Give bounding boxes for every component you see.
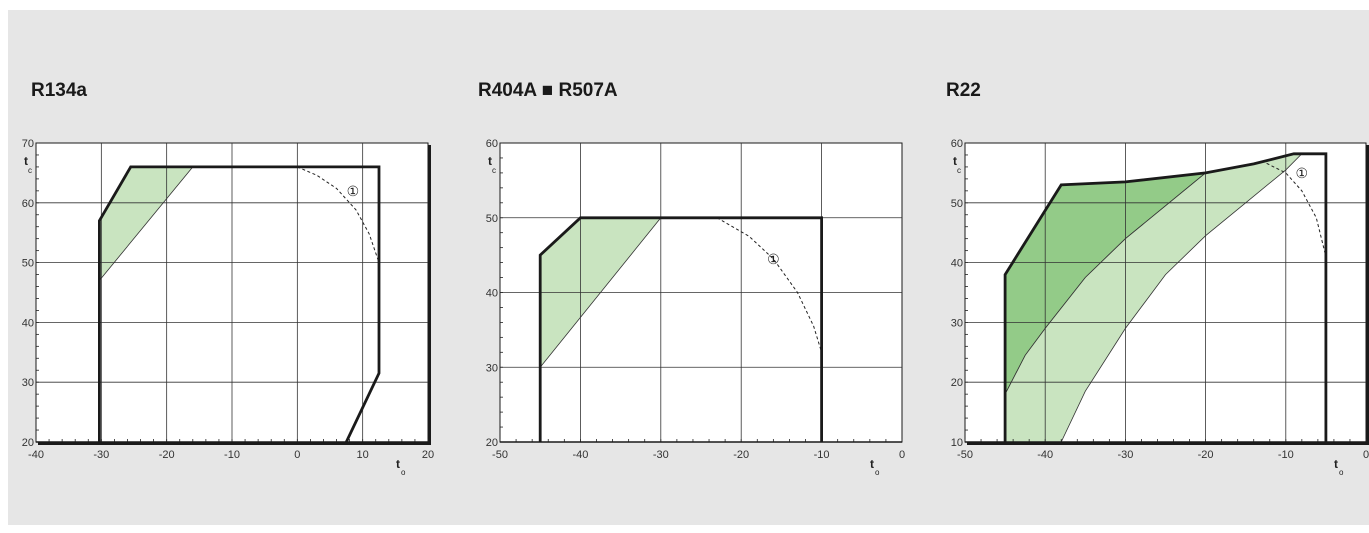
chart-title-r22: R22: [946, 80, 981, 101]
chart-title-r134a: R134a: [31, 80, 87, 101]
chart-title-r404a-r507a: R404A ■ R507A: [478, 80, 618, 101]
background-panel: [8, 10, 1369, 525]
